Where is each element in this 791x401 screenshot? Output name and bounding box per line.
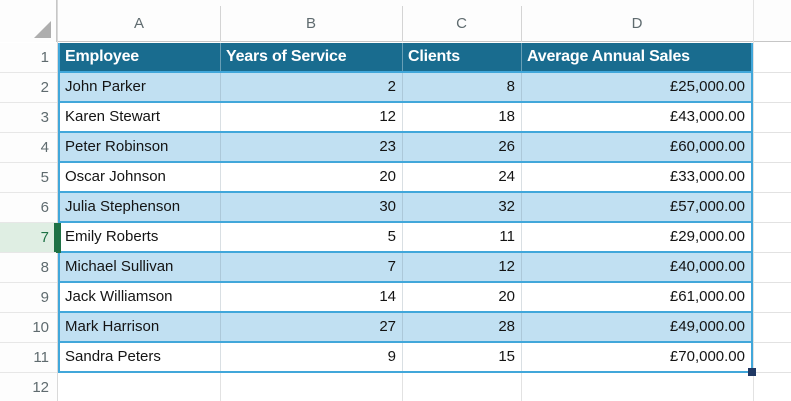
gridline (754, 102, 791, 103)
cell-years[interactable]: 27 (220, 313, 402, 341)
row-header-strip: 1 2 3 4 5 6 7 8 9 10 11 12 (0, 43, 58, 401)
gridline (754, 372, 791, 373)
cell-employee[interactable]: Julia Stephenson (65, 198, 181, 215)
cell-sales[interactable]: £25,000.00 (521, 73, 751, 101)
row-header-4[interactable]: 4 (0, 133, 57, 163)
table-row: Mark Harrison 27 28 £49,000.00 (60, 313, 751, 343)
cell-employee[interactable]: Jack Williamson (65, 288, 173, 305)
table-row-active: Emily Roberts 5 11 £29,000.00 (60, 223, 751, 253)
data-table: Employee Years of Service Clients Averag… (58, 43, 753, 373)
gridline (521, 373, 522, 401)
cell-clients[interactable]: 12 (402, 253, 521, 281)
gridline (754, 312, 791, 313)
column-divider (402, 6, 403, 42)
header-cell-years-of-service[interactable]: Years of Service (220, 43, 402, 71)
cell-sales[interactable]: £29,000.00 (521, 223, 751, 251)
active-cell-indicator (56, 223, 61, 253)
cell-clients[interactable]: 32 (402, 193, 521, 221)
row-header-11[interactable]: 11 (0, 343, 57, 373)
cell-sales[interactable]: £70,000.00 (521, 343, 751, 371)
select-all-triangle-icon (34, 21, 51, 38)
cell-employee[interactable]: Mark Harrison (65, 318, 160, 335)
cell-years[interactable]: 12 (220, 103, 402, 131)
cell-clients[interactable]: 15 (402, 343, 521, 371)
table-header-row: Employee Years of Service Clients Averag… (60, 43, 751, 73)
cell-years[interactable]: 14 (220, 283, 402, 311)
cell-clients[interactable]: 20 (402, 283, 521, 311)
gridline (754, 132, 791, 133)
table-row: Peter Robinson 23 26 £60,000.00 (60, 133, 751, 163)
row-header-7-active[interactable]: 7 (0, 223, 58, 253)
cell-employee-active[interactable]: Emily Roberts (65, 228, 159, 245)
column-divider (521, 6, 522, 42)
row-header-12[interactable]: 12 (0, 373, 57, 401)
gridline (753, 0, 754, 401)
table-row: Michael Sullivan 7 12 £40,000.00 (60, 253, 751, 283)
gridline (220, 373, 221, 401)
column-divider (220, 6, 221, 42)
row-header-2[interactable]: 2 (0, 73, 57, 103)
cell-employee[interactable]: Michael Sullivan (65, 258, 174, 275)
gridline (754, 72, 791, 73)
cell-years[interactable]: 20 (220, 163, 402, 191)
row-header-3[interactable]: 3 (0, 103, 57, 133)
cell-clients[interactable]: 26 (402, 133, 521, 161)
cell-employee[interactable]: Sandra Peters (65, 348, 161, 365)
gridline (754, 162, 791, 163)
gridline (754, 222, 791, 223)
cell-sales[interactable]: £60,000.00 (521, 133, 751, 161)
column-header-d[interactable]: D (631, 15, 643, 32)
row-header-6[interactable]: 6 (0, 193, 57, 223)
cell-years[interactable]: 7 (220, 253, 402, 281)
row-header-8[interactable]: 8 (0, 253, 57, 283)
gridline (402, 373, 403, 401)
header-cell-average-annual-sales[interactable]: Average Annual Sales (521, 43, 751, 71)
column-header-a[interactable]: A (133, 15, 144, 32)
table-row: Karen Stewart 12 18 £43,000.00 (60, 103, 751, 133)
gridline (754, 252, 791, 253)
table-row: Oscar Johnson 20 24 £33,000.00 (60, 163, 751, 193)
cell-years[interactable]: 5 (220, 223, 402, 251)
header-cell-employee[interactable]: Employee (65, 48, 139, 65)
header-cell-clients[interactable]: Clients (402, 43, 521, 71)
cell-sales[interactable]: £33,000.00 (521, 163, 751, 191)
cell-years[interactable]: 2 (220, 73, 402, 101)
cell-clients[interactable]: 24 (402, 163, 521, 191)
row-header-5[interactable]: 5 (0, 163, 57, 193)
gridline (754, 192, 791, 193)
cell-employee[interactable]: Karen Stewart (65, 108, 161, 125)
cell-sales[interactable]: £40,000.00 (521, 253, 751, 281)
cell-sales[interactable]: £61,000.00 (521, 283, 751, 311)
row-header-10[interactable]: 10 (0, 313, 57, 343)
cell-sales[interactable]: £49,000.00 (521, 313, 751, 341)
cell-sales[interactable]: £43,000.00 (521, 103, 751, 131)
select-all-corner[interactable] (0, 0, 57, 42)
gridline (754, 342, 791, 343)
table-row: John Parker 2 8 £25,000.00 (60, 73, 751, 103)
table-row: Julia Stephenson 30 32 £57,000.00 (60, 193, 751, 223)
cell-years[interactable]: 30 (220, 193, 402, 221)
row-header-edge (57, 0, 58, 401)
cell-clients[interactable]: 8 (402, 73, 521, 101)
column-header-c[interactable]: C (456, 15, 467, 32)
row-header-1[interactable]: 1 (0, 43, 57, 73)
table-resize-handle[interactable] (748, 368, 756, 376)
column-header-strip: A B C D (0, 0, 791, 42)
cell-clients[interactable]: 28 (402, 313, 521, 341)
cell-clients[interactable]: 18 (402, 103, 521, 131)
cell-years[interactable]: 9 (220, 343, 402, 371)
column-header-b[interactable]: B (305, 15, 316, 32)
table-row: Sandra Peters 9 15 £70,000.00 (60, 343, 751, 373)
table-row: Jack Williamson 14 20 £61,000.00 (60, 283, 751, 313)
row-header-9[interactable]: 9 (0, 283, 57, 313)
gridline (754, 282, 791, 283)
cell-clients[interactable]: 11 (402, 223, 521, 251)
cell-years[interactable]: 23 (220, 133, 402, 161)
cell-employee[interactable]: John Parker (65, 78, 146, 95)
cell-employee[interactable]: Peter Robinson (65, 138, 169, 155)
cell-employee[interactable]: Oscar Johnson (65, 168, 166, 185)
cell-sales[interactable]: £57,000.00 (521, 193, 751, 221)
